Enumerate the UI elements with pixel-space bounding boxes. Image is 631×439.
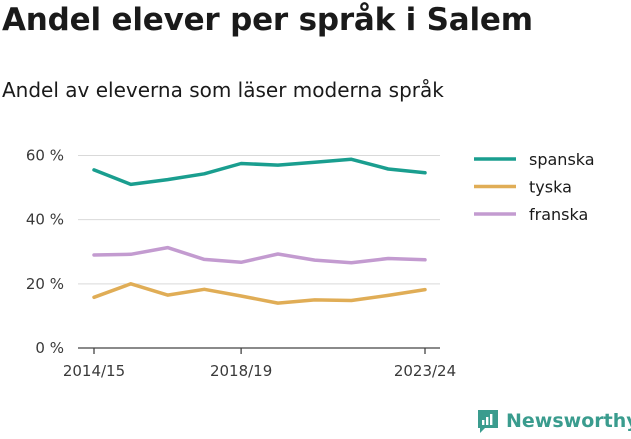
series-lines [92, 157, 427, 305]
gridlines [78, 155, 440, 349]
series-line-tyska [92, 282, 427, 305]
brand-name: Newsworthy [506, 410, 631, 432]
y-axis-ticks: 0 % 20 % 40 % 60 % [26, 147, 64, 358]
y-tick-label: 20 % [26, 275, 64, 293]
x-tick-label: 2018/19 [210, 362, 272, 380]
legend: spanska tyska franska [474, 150, 595, 224]
x-tick-label: 2023/24 [394, 362, 456, 380]
y-tick-label: 0 % [35, 339, 64, 357]
x-tick-label: 2014/15 [63, 362, 125, 380]
newsworthy-logo-icon [478, 410, 498, 433]
series-line-spanska [92, 157, 427, 187]
x-axis: 2014/15 2018/19 2023/24 [63, 348, 456, 380]
y-tick-label: 60 % [26, 147, 64, 165]
y-tick-label: 40 % [26, 211, 64, 229]
series-line-franska [92, 245, 427, 265]
legend-label-tyska: tyska [529, 178, 572, 197]
chart-subtitle: Andel av eleverna som läser moderna språ… [2, 78, 444, 102]
chart-title: Andel elever per språk i Salem [2, 2, 533, 38]
brand-logo: Newsworthy [476, 408, 631, 434]
legend-label-franska: franska [529, 205, 588, 224]
legend-label-spanska: spanska [529, 150, 595, 169]
